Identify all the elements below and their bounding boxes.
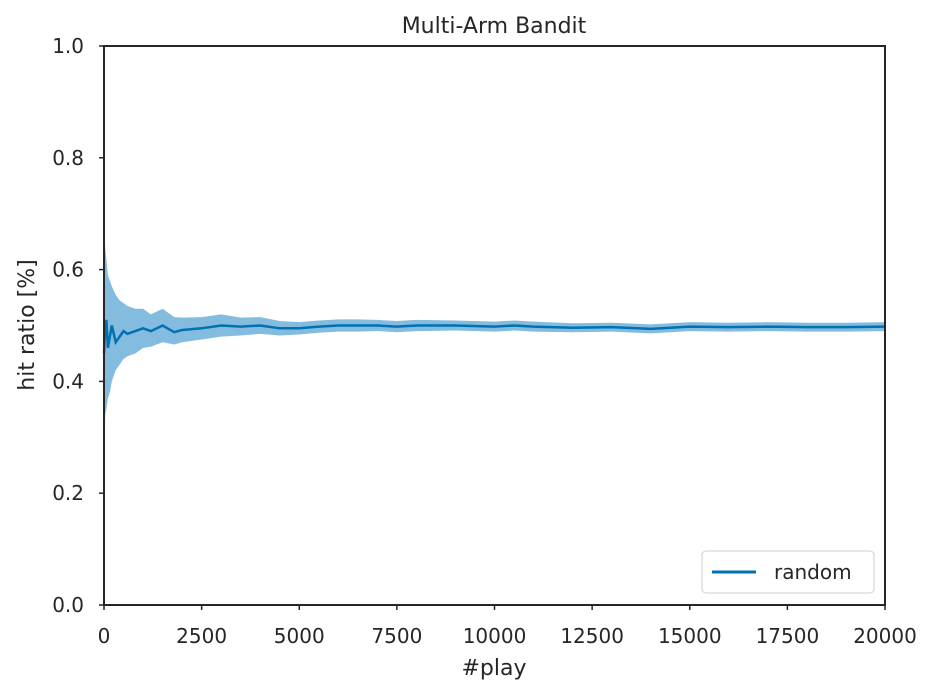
- y-tick-label: 0.4: [52, 369, 84, 393]
- chart-title: Multi-Arm Bandit: [402, 14, 587, 39]
- x-axis-label: #play: [461, 656, 526, 681]
- x-tick-label: 0: [98, 624, 111, 648]
- y-tick-label: 0.8: [52, 146, 84, 170]
- y-axis-label: hit ratio [%]: [15, 259, 40, 390]
- series-line-random: [102, 319, 886, 354]
- x-tick-label: 10000: [463, 624, 527, 648]
- x-tick-label: 5000: [274, 624, 325, 648]
- x-tick-label: 12500: [560, 624, 624, 648]
- plot-area: [102, 45, 886, 606]
- legend: random: [701, 550, 875, 594]
- y-tick-label: 1.0: [52, 34, 84, 58]
- x-tick-label: 17500: [756, 624, 820, 648]
- x-tick-label: 7500: [371, 624, 422, 648]
- x-axis: 0 2500 5000 7500 10000 12500 15000 17500 20000: [98, 605, 917, 648]
- legend-box: [701, 550, 875, 594]
- x-tick-label: 15000: [658, 624, 722, 648]
- x-tick-label: 20000: [853, 624, 917, 648]
- y-tick-label: 0.0: [52, 593, 84, 617]
- x-tick-label: 2500: [176, 624, 227, 648]
- y-tick-label: 0.2: [52, 481, 84, 505]
- y-tick-label: 0.6: [52, 258, 84, 282]
- legend-label-random: random: [774, 560, 852, 584]
- y-axis: 0.0 0.2 0.4 0.6 0.8 1.0: [52, 34, 104, 617]
- confidence-band: [104, 213, 885, 483]
